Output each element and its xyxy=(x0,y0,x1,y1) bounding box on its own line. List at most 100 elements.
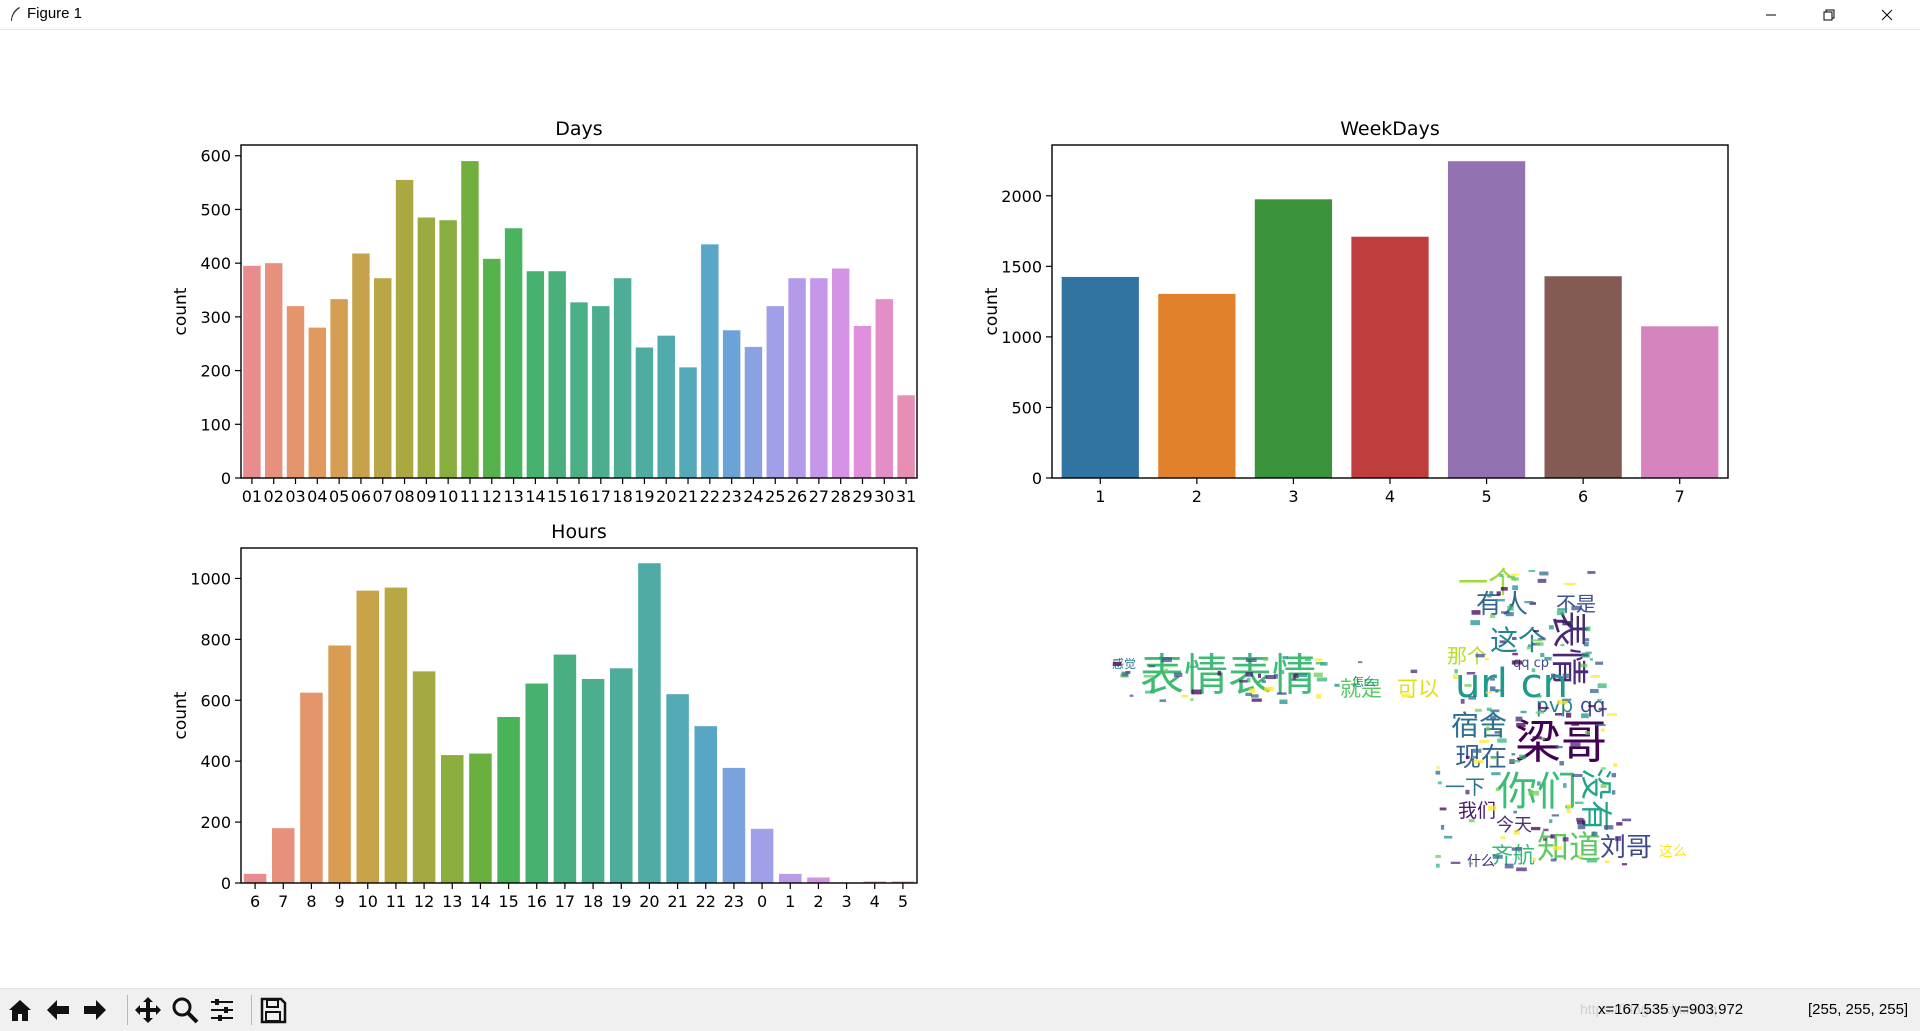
wordcloud-texture xyxy=(1475,708,1482,712)
configure-subplots-button[interactable] xyxy=(205,993,239,1027)
bar-8 xyxy=(300,692,323,883)
wordcloud-texture xyxy=(1516,722,1526,728)
wordcloud-texture xyxy=(1435,863,1440,868)
save-button[interactable] xyxy=(256,993,290,1027)
pan-button[interactable] xyxy=(131,993,165,1027)
wordcloud-texture xyxy=(1520,710,1527,714)
wordcloud-texture xyxy=(1591,831,1598,837)
wordcloud-texture xyxy=(1500,611,1510,614)
wordcloud-texture xyxy=(1143,674,1155,678)
wordcloud-texture xyxy=(1265,674,1276,680)
bar-25 xyxy=(766,306,784,478)
wordcloud-word: qq cp xyxy=(1513,656,1549,671)
home-button[interactable] xyxy=(3,993,37,1027)
wordcloud-texture xyxy=(1190,698,1194,702)
bar-0 xyxy=(750,828,774,883)
x-tick-label: 7 xyxy=(278,892,288,911)
wordcloud-texture xyxy=(1468,695,1477,700)
wordcloud-texture xyxy=(1531,668,1536,673)
x-tick-label: 17 xyxy=(591,487,611,506)
wordcloud-texture xyxy=(1536,781,1541,786)
wordcloud-texture xyxy=(1494,731,1501,734)
wordcloud-texture xyxy=(1528,570,1536,573)
wordcloud-texture xyxy=(1604,860,1610,863)
wordcloud-texture xyxy=(1588,704,1595,708)
x-tick-label: 17 xyxy=(555,892,575,911)
wordcloud-texture xyxy=(1274,673,1278,679)
wordcloud-texture xyxy=(1486,707,1492,711)
restore-button[interactable] xyxy=(1806,0,1852,29)
wordcloud-word: 刘哥 xyxy=(1600,833,1652,863)
wordcloud-texture xyxy=(1574,801,1584,805)
wordcloud-texture xyxy=(1454,669,1458,674)
x-tick-label: 20 xyxy=(656,487,676,506)
x-tick-label: 15 xyxy=(498,892,518,911)
window-title: Figure 1 xyxy=(27,5,83,22)
wordcloud-texture xyxy=(1531,639,1543,642)
wordcloud-texture xyxy=(1246,677,1251,683)
x-tick-label: 15 xyxy=(547,487,567,506)
wordcloud-texture xyxy=(1551,814,1560,817)
wordcloud-texture xyxy=(1526,646,1531,650)
wordcloud-texture xyxy=(1112,661,1122,667)
wordcloud-texture xyxy=(1539,571,1549,576)
y-tick-label: 500 xyxy=(200,200,231,219)
wordcloud-texture xyxy=(1562,621,1572,626)
zoom-button[interactable] xyxy=(168,993,202,1027)
x-tick-label: 26 xyxy=(787,487,807,506)
wordcloud-texture xyxy=(1121,671,1129,677)
back-button[interactable] xyxy=(41,993,75,1027)
wordcloud-texture xyxy=(1585,651,1592,655)
x-tick-label: 31 xyxy=(896,487,916,506)
wordcloud-texture xyxy=(1529,602,1536,605)
x-tick-label: 1 xyxy=(785,892,795,911)
bar-27 xyxy=(810,278,828,478)
wordcloud-texture xyxy=(1490,678,1496,681)
x-tick-label: 18 xyxy=(612,487,632,506)
word-cloud-image: 表情表情 就是 可以一个有人 不是这个那个 表情url cnpvp qq宿舍 梁哥现在你们没… xyxy=(1112,566,1687,872)
minimize-button[interactable] xyxy=(1748,0,1794,29)
x-tick-label: 5 xyxy=(898,892,908,911)
close-button[interactable] xyxy=(1864,0,1910,29)
forward-button[interactable] xyxy=(78,993,112,1027)
wordcloud-texture xyxy=(1239,679,1248,683)
bar-14 xyxy=(526,271,545,478)
wordcloud-texture xyxy=(1511,847,1522,851)
wordcloud-texture xyxy=(1485,691,1492,694)
wordcloud-texture xyxy=(1315,658,1323,662)
wordcloud-texture xyxy=(1560,644,1565,647)
wordcloud-texture xyxy=(1510,760,1521,763)
x-tick-label: 24 xyxy=(743,487,763,506)
bar-4 xyxy=(863,881,887,883)
bar-9 xyxy=(328,645,351,883)
wordcloud-texture xyxy=(1471,610,1481,615)
x-tick-label: 08 xyxy=(394,487,414,506)
bar-14 xyxy=(469,753,492,883)
wordcloud-texture xyxy=(1595,661,1604,665)
close-icon xyxy=(1881,9,1893,20)
x-tick-label: 7 xyxy=(1675,487,1685,506)
bar-19 xyxy=(609,668,633,883)
bar-24 xyxy=(744,346,763,478)
bar-31 xyxy=(897,395,915,478)
y-tick-label: 200 xyxy=(200,813,231,832)
cursor-coordinates: x=167.535 y=903.972 xyxy=(1598,1001,1744,1018)
bar-23 xyxy=(722,330,741,478)
wordcloud-texture xyxy=(1263,657,1269,661)
wordcloud-texture xyxy=(1615,836,1622,841)
wordcloud-texture xyxy=(1465,755,1470,759)
wordcloud-texture xyxy=(1589,658,1593,661)
wordcloud-texture xyxy=(1549,819,1553,824)
y-tick-label: 200 xyxy=(200,362,231,381)
wordcloud-texture xyxy=(1519,754,1526,760)
wordcloud-texture xyxy=(1148,665,1156,668)
wordcloud-texture xyxy=(1570,742,1581,747)
wordcloud-texture xyxy=(1464,684,1472,687)
bar-11 xyxy=(461,161,479,478)
wordcloud-texture xyxy=(1556,610,1565,616)
y-tick-label: 0 xyxy=(221,469,231,488)
x-tick-label: 14 xyxy=(525,487,545,506)
x-tick-label: 16 xyxy=(569,487,589,506)
wordcloud-texture xyxy=(1500,836,1506,840)
